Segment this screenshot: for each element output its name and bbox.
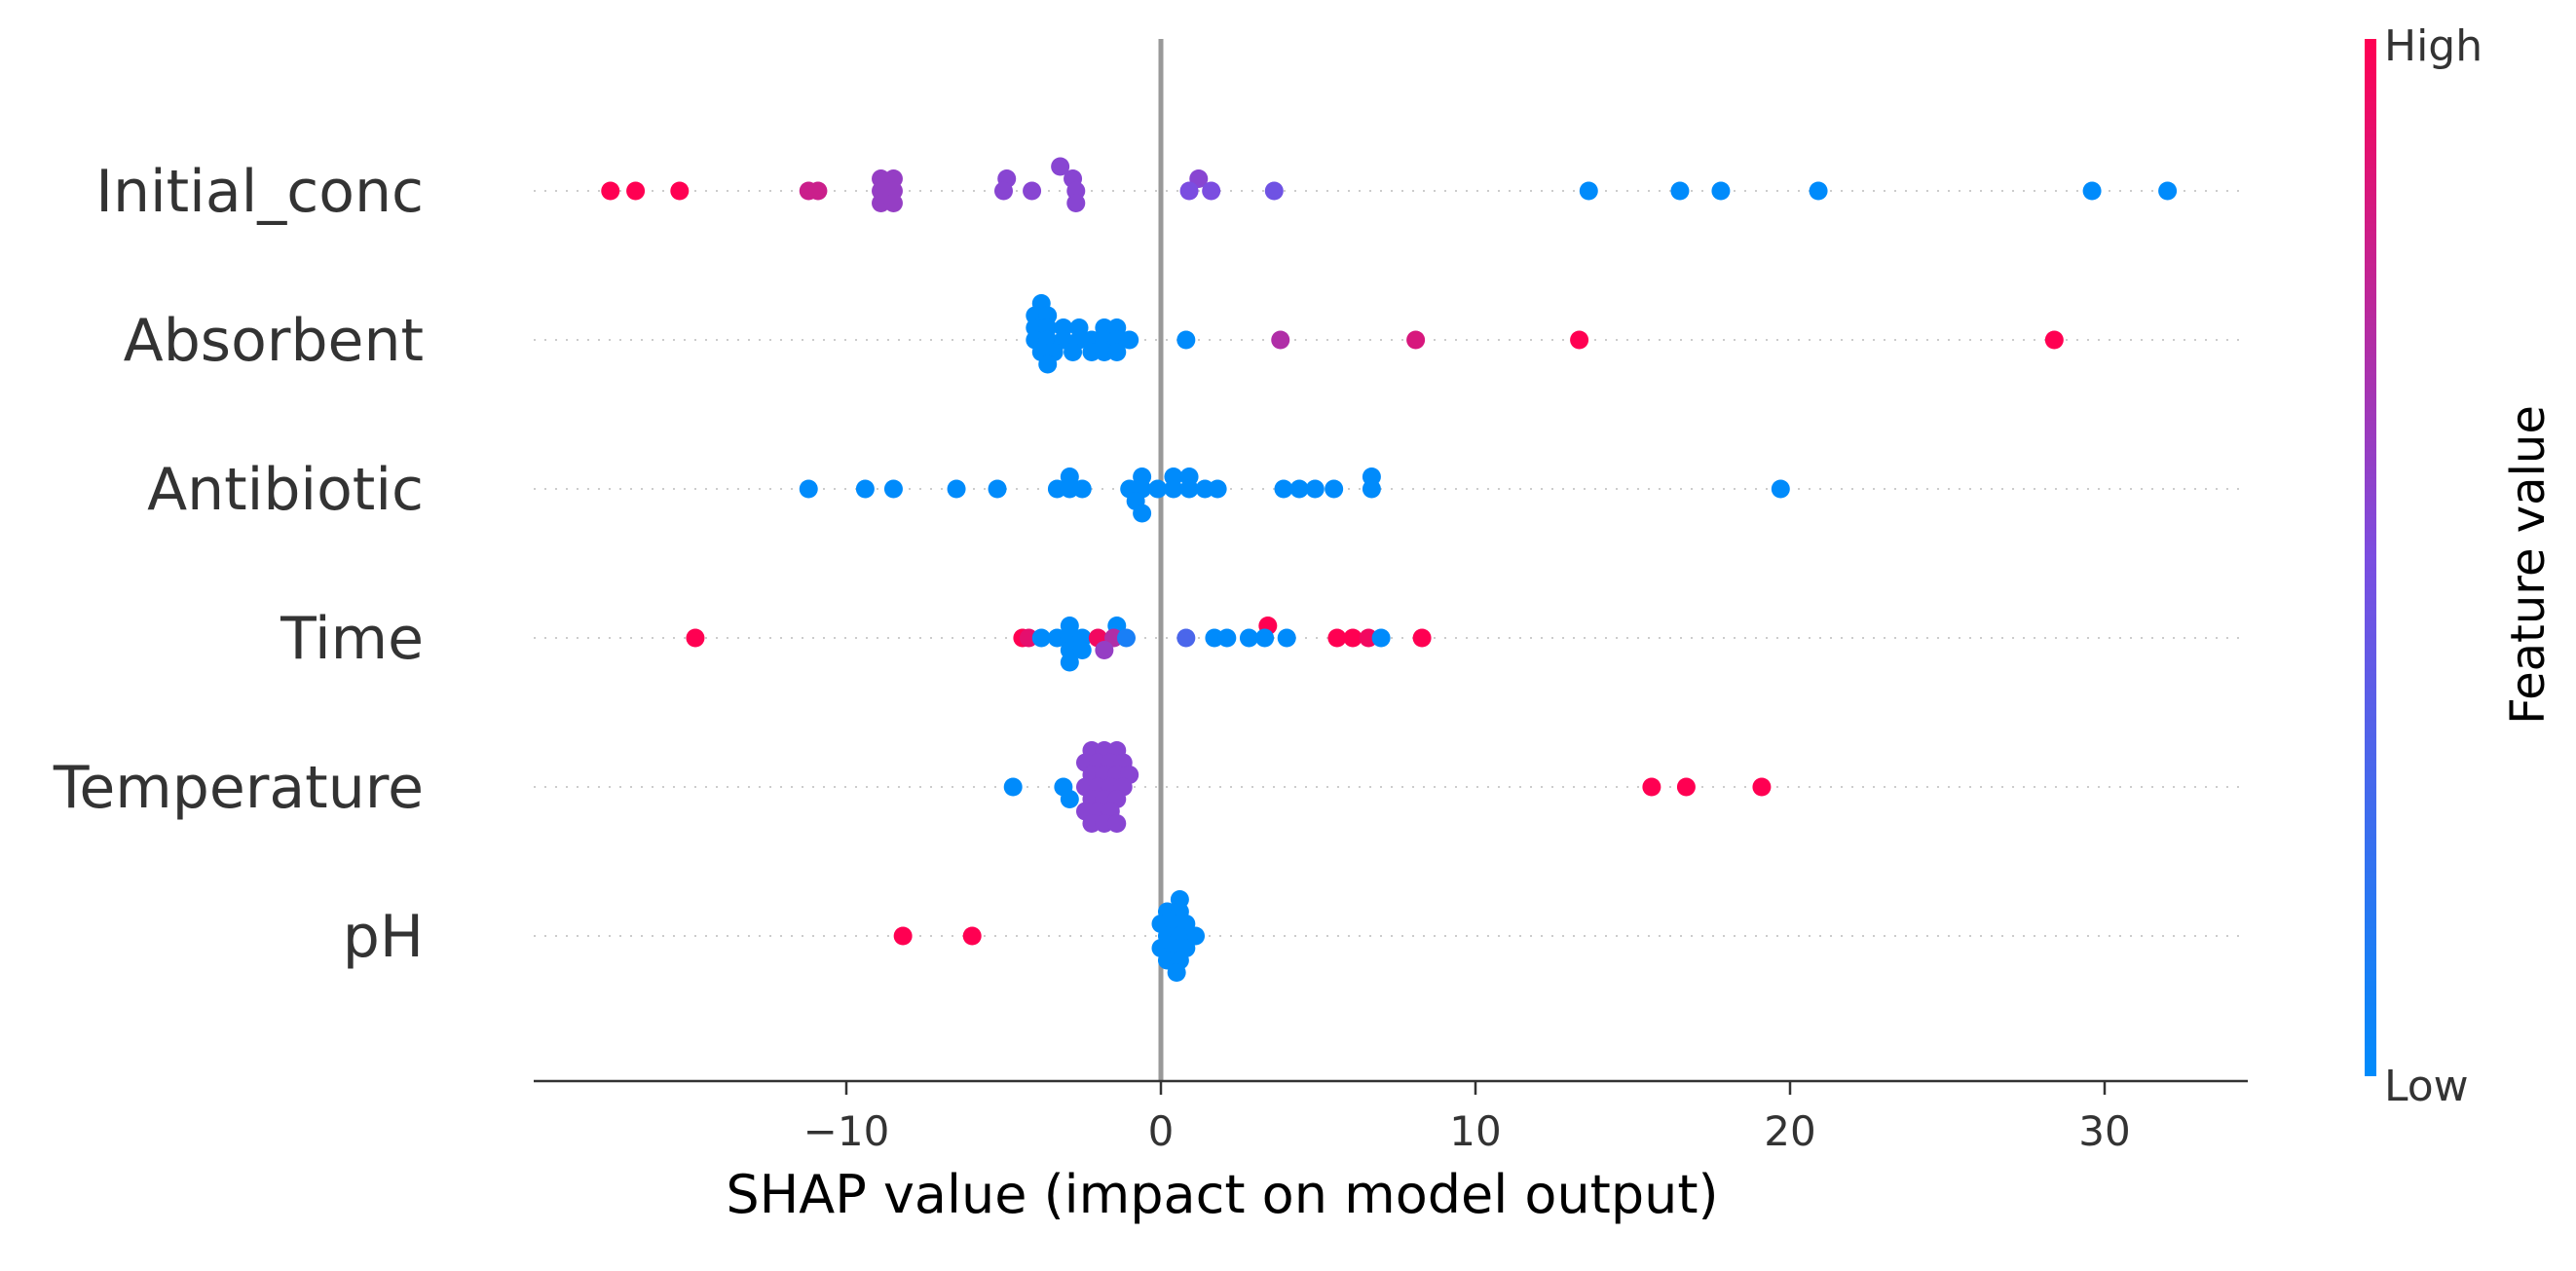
colorbar-gradient <box>2365 39 2376 1076</box>
point-initial_conc-20 <box>1202 181 1221 201</box>
point-antibiotic-21 <box>1274 479 1293 499</box>
point-initial_conc-22 <box>1579 181 1598 201</box>
point-antibiotic-20 <box>1133 504 1152 523</box>
point-temperature-27 <box>1642 777 1661 797</box>
point-antibiotic-15 <box>1164 479 1183 499</box>
feature-labels: Initial_conc Absorbent Antibiotic Time Tempe… <box>53 158 424 971</box>
point-time-24 <box>1343 628 1363 648</box>
point-absorbent-25 <box>1271 330 1290 350</box>
point-ph-16 <box>1167 963 1186 982</box>
point-absorbent-26 <box>1406 330 1426 350</box>
point-time-14 <box>1095 641 1114 659</box>
point-time-23 <box>1327 628 1347 648</box>
point-antibiotic-4 <box>988 479 1007 499</box>
x-axis-title: SHAP value (impact on model output) <box>726 1164 1718 1225</box>
x-tick-label: 0 <box>1148 1107 1175 1155</box>
point-initial_conc-17 <box>1066 194 1086 212</box>
point-absorbent-22 <box>1107 343 1127 361</box>
point-antibiotic-0 <box>799 479 818 499</box>
point-initial_conc-23 <box>1670 181 1690 201</box>
point-initial_conc-4 <box>808 181 828 201</box>
feature-guide-lines <box>534 190 2248 937</box>
point-antibiotic-2 <box>883 479 903 499</box>
x-axis-ticks: −10 0 10 20 30 <box>803 1081 2131 1155</box>
point-time-18 <box>1217 628 1237 648</box>
point-antibiotic-8 <box>1072 479 1092 499</box>
point-absorbent-28 <box>2044 330 2064 350</box>
point-antibiotic-18 <box>1208 479 1227 499</box>
x-tick-label: 20 <box>1764 1107 1815 1155</box>
point-initial_conc-2 <box>670 181 690 201</box>
x-tick-label: −10 <box>803 1107 890 1155</box>
x-tick-label: 30 <box>2078 1107 2130 1155</box>
point-initial_conc-0 <box>601 181 620 201</box>
point-time-11 <box>1116 628 1136 648</box>
point-time-27 <box>1412 628 1432 648</box>
point-ph-1 <box>962 926 982 946</box>
feature-label-ph: pH <box>343 903 424 971</box>
point-time-5 <box>1031 628 1051 648</box>
feature-label-initial_conc: Initial_conc <box>95 158 424 226</box>
point-temperature-26 <box>1107 814 1127 833</box>
point-antibiotic-16 <box>1179 479 1199 499</box>
point-ph-0 <box>893 926 913 946</box>
point-initial_conc-25 <box>1809 181 1828 201</box>
point-time-0 <box>686 628 705 648</box>
point-absorbent-23 <box>1038 355 1058 374</box>
point-initial_conc-27 <box>2158 181 2178 201</box>
point-time-13 <box>1072 641 1092 659</box>
point-antibiotic-14 <box>1148 479 1168 499</box>
point-antibiotic-3 <box>947 479 966 499</box>
colorbar-high-label: High <box>2384 21 2483 71</box>
point-initial_conc-19 <box>1179 181 1199 201</box>
colorbar-low-label: Low <box>2384 1062 2469 1111</box>
point-temperature-28 <box>1676 777 1696 797</box>
point-initial_conc-26 <box>2082 181 2102 201</box>
point-initial_conc-21 <box>1264 181 1284 201</box>
x-tick-label: 10 <box>1449 1107 1501 1155</box>
point-absorbent-16 <box>1120 330 1139 350</box>
feature-label-absorbent: Absorbent <box>124 307 424 375</box>
point-antibiotic-22 <box>1289 479 1309 499</box>
point-time-20 <box>1239 628 1258 648</box>
shap-points <box>601 157 2178 982</box>
point-temperature-2 <box>1060 790 1079 808</box>
colorbar-title: Feature value <box>2501 405 2556 725</box>
feature-label-temperature: Temperature <box>53 754 424 822</box>
point-absorbent-19 <box>1064 343 1083 361</box>
point-initial_conc-14 <box>1051 157 1070 176</box>
point-time-21 <box>1255 628 1275 648</box>
colorbar: High Low Feature value <box>2365 21 2556 1111</box>
point-initial_conc-24 <box>1711 181 1731 201</box>
point-antibiotic-1 <box>855 479 875 499</box>
point-antibiotic-27 <box>1771 479 1790 499</box>
point-initial_conc-13 <box>1023 181 1042 201</box>
point-antibiotic-23 <box>1305 479 1325 499</box>
feature-label-time: Time <box>280 605 424 673</box>
point-initial_conc-12 <box>994 181 1013 201</box>
point-initial_conc-10 <box>883 194 903 212</box>
point-time-16 <box>1176 628 1196 648</box>
point-time-15 <box>1060 653 1079 672</box>
feature-label-antibiotic: Antibiotic <box>147 456 424 524</box>
point-antibiotic-24 <box>1325 479 1344 499</box>
point-absorbent-24 <box>1176 330 1196 350</box>
point-temperature-0 <box>1003 777 1023 797</box>
point-absorbent-27 <box>1570 330 1589 350</box>
point-time-22 <box>1277 628 1296 648</box>
point-temperature-29 <box>1752 777 1772 797</box>
point-initial_conc-1 <box>626 181 646 201</box>
point-time-26 <box>1371 628 1391 648</box>
point-antibiotic-26 <box>1362 479 1381 499</box>
